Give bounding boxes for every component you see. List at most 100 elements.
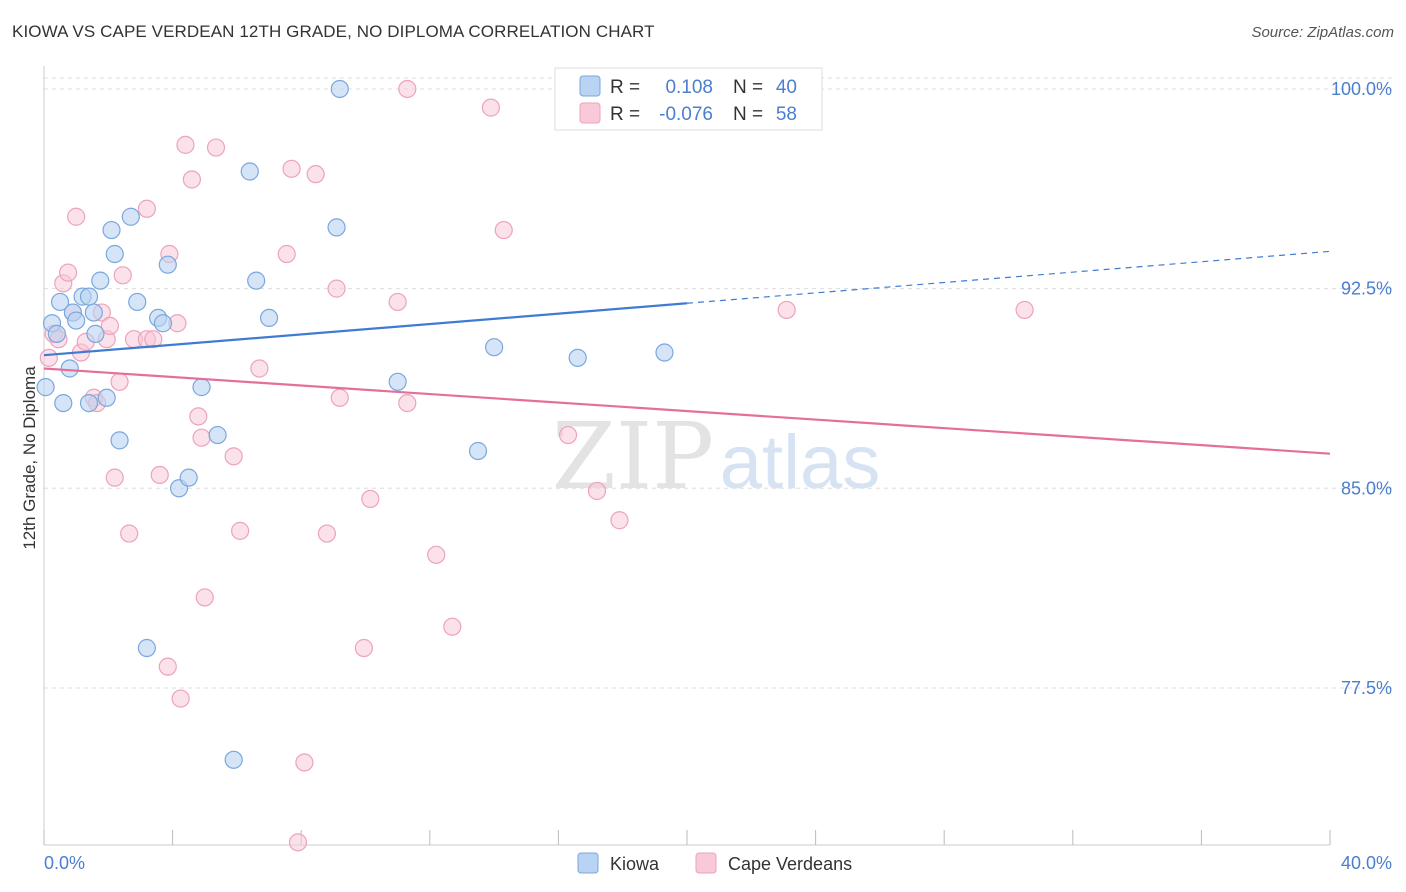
- y-tick-label: 85.0%: [1341, 478, 1392, 498]
- cape-verdeans-point: [158, 657, 177, 676]
- cape-verdeans-point: [354, 638, 373, 658]
- cape-verdeans-point: [388, 292, 407, 312]
- cape-verdeans-point: [224, 447, 243, 466]
- kiowa-point: [568, 348, 587, 367]
- x-tick-label-max: 40.0%: [1341, 853, 1392, 873]
- kiowa-point: [79, 393, 99, 413]
- cape-verdeans-point: [250, 359, 269, 378]
- kiowa-point: [247, 271, 266, 290]
- chart-title: KIOWA VS CAPE VERDEAN 12TH GRADE, NO DIP…: [12, 22, 655, 41]
- cape-verdeans-point: [1015, 300, 1034, 320]
- kiowa-point: [137, 638, 156, 658]
- cape-verdeans-point: [587, 481, 607, 501]
- kiowa-point: [110, 431, 129, 450]
- cape-verdeans-point: [481, 98, 500, 117]
- kiowa-point: [153, 314, 173, 333]
- cape-verdeans-point: [610, 511, 629, 530]
- kiowa-point: [208, 425, 227, 445]
- kiowa-point: [388, 372, 407, 391]
- legend-cape-n-value: 58: [776, 104, 797, 125]
- cape-verdeans-point: [317, 524, 337, 543]
- legend-cape-r-value: -0.076: [659, 104, 713, 125]
- source-credit: Source: ZipAtlas.com: [1251, 24, 1394, 41]
- cape-verdeans-point: [150, 465, 169, 485]
- kiowa-point: [79, 287, 99, 306]
- kiowa-point: [240, 162, 259, 181]
- cape-verdeans-point: [182, 170, 201, 189]
- kiowa-trend-line: [43, 302, 688, 357]
- y-tick-label: 77.5%: [1341, 678, 1392, 698]
- kiowa-point: [259, 308, 279, 328]
- cape-verdeans-points: [39, 79, 1034, 852]
- cape-verdeans-point: [295, 753, 314, 772]
- kiowa-point: [179, 468, 198, 487]
- watermark-atlas: atlas: [720, 420, 881, 505]
- axes: [43, 66, 1331, 846]
- kiowa-point: [468, 441, 488, 461]
- cape-verdeans-point: [144, 330, 163, 349]
- cape-verdeans-point: [137, 199, 156, 218]
- series-legend: Kiowa Cape Verdeans: [577, 852, 852, 874]
- cape-verdeans-point: [327, 279, 346, 298]
- cape-verdeans-point: [59, 263, 78, 282]
- stats-legend: R = 0.108 N = 40 R = -0.076 N = 58: [554, 67, 823, 131]
- cape-verdeans-point: [171, 689, 190, 708]
- kiowa-point: [485, 338, 504, 357]
- kiowa-point: [54, 393, 73, 413]
- kiowa-point: [102, 220, 121, 240]
- kiowa-point: [60, 359, 79, 378]
- cape-verdeans-point: [176, 135, 195, 154]
- legend-cape-n-label: N =: [733, 104, 763, 125]
- tick-labels: 77.5% 85.0% 92.5% 100.0% 0.0% 40.0%: [44, 79, 1392, 873]
- kiowa-point: [97, 388, 116, 407]
- kiowa-point: [86, 324, 105, 343]
- cape-verdeans-point: [195, 588, 214, 607]
- kiowa-point: [224, 750, 243, 769]
- legend-kiowa-n-label: N =: [733, 77, 763, 98]
- cape-verdeans-point: [427, 545, 446, 564]
- kiowa-point: [84, 303, 103, 322]
- kiowa-point: [192, 378, 211, 397]
- cape-verdeans-point: [558, 425, 578, 445]
- cape-verdeans-point: [361, 489, 380, 509]
- cape-verdeans-point: [398, 393, 417, 413]
- kiowa-points: [36, 79, 674, 769]
- kiowa-point: [121, 207, 140, 226]
- cape-verdeans-point: [100, 316, 120, 335]
- kiowa-point: [105, 244, 124, 264]
- kiowa-point: [158, 255, 177, 274]
- kiowa-trend-extension: [686, 250, 1331, 304]
- cape-verdeans-trend-line: [43, 367, 1331, 455]
- watermark: ZIP atlas: [552, 403, 880, 510]
- cape-verdeans-point: [330, 388, 349, 407]
- cape-verdeans-point: [206, 138, 226, 157]
- bottom-legend-cape-swatch: [695, 852, 717, 874]
- bottom-legend-cape-label: Cape Verdeans: [728, 854, 852, 874]
- kiowa-point: [91, 271, 110, 290]
- kiowa-point: [50, 292, 70, 312]
- watermark-zip: ZIP: [552, 403, 714, 510]
- legend-kiowa-r-label: R =: [610, 77, 640, 98]
- cape-verdeans-point: [120, 524, 139, 543]
- kiowa-point: [47, 324, 66, 343]
- bottom-legend-kiowa-swatch: [577, 852, 599, 874]
- cape-verdeans-point: [494, 220, 513, 240]
- kiowa-point: [128, 292, 147, 312]
- x-tick-label-min: 0.0%: [44, 853, 85, 873]
- kiowa-point: [655, 343, 674, 362]
- cape-verdeans-point: [39, 348, 58, 367]
- cape-verdeans-point: [189, 407, 208, 426]
- cape-verdeans-point: [282, 159, 301, 178]
- cape-verdeans-point: [443, 617, 462, 636]
- kiowa-point: [327, 218, 346, 237]
- cape-verdeans-point: [777, 300, 796, 320]
- legend-kiowa-r-value: 0.108: [665, 77, 713, 98]
- y-tick-label: 100.0%: [1331, 79, 1392, 99]
- legend-cape-r-label: R =: [610, 104, 640, 125]
- cape-verdeans-point: [192, 428, 211, 447]
- cape-verdeans-point: [398, 79, 417, 99]
- legend-kiowa-swatch: [579, 75, 601, 97]
- bottom-legend-kiowa-label: Kiowa: [610, 854, 660, 874]
- legend-cape-swatch: [579, 102, 601, 124]
